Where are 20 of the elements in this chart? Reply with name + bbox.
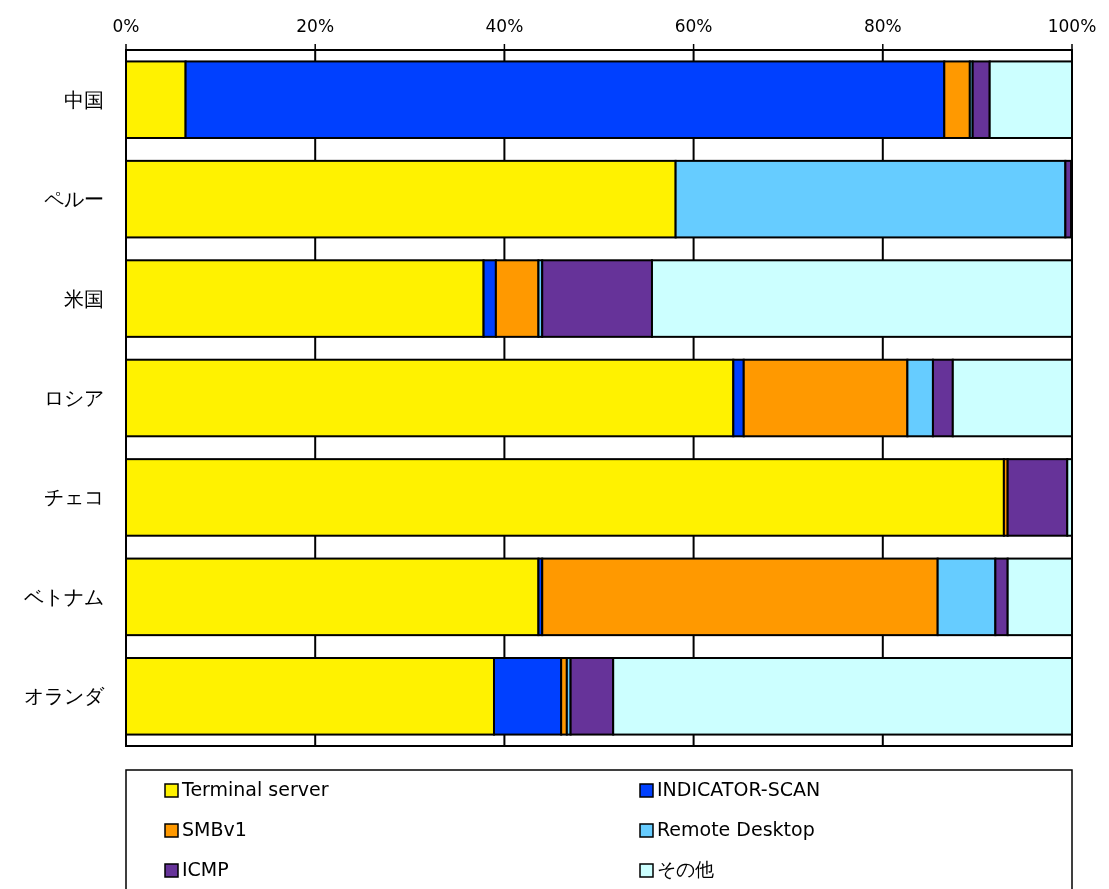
y-tick-label: ペルー (44, 187, 104, 212)
legend-label: Remote Desktop (657, 818, 815, 840)
y-tick-label: 中国 (64, 87, 104, 112)
x-tick-label: 80% (863, 16, 902, 36)
x-tick-label: 100% (1047, 16, 1097, 36)
y-tick-label: チェコ (44, 485, 104, 510)
x-tick-label: 0% (112, 16, 140, 36)
x-tick-label: 60% (674, 16, 713, 36)
y-tick-label: ベトナム (24, 584, 104, 609)
y-tick-label: ロシア (44, 386, 104, 410)
y-tick-label: 米国 (64, 286, 104, 311)
x-tick-label: 40% (485, 16, 524, 36)
legend-label: その他 (657, 858, 714, 880)
legend-label: SMBv1 (182, 818, 247, 840)
bar (1006, 458, 1069, 537)
legend-label: ICMP (182, 858, 229, 880)
legend-label: INDICATOR-SCAN (657, 778, 821, 800)
legend-label: Terminal server (181, 778, 329, 800)
x-tick-label: 20% (296, 16, 335, 36)
y-tick-label: オランダ (24, 684, 105, 709)
